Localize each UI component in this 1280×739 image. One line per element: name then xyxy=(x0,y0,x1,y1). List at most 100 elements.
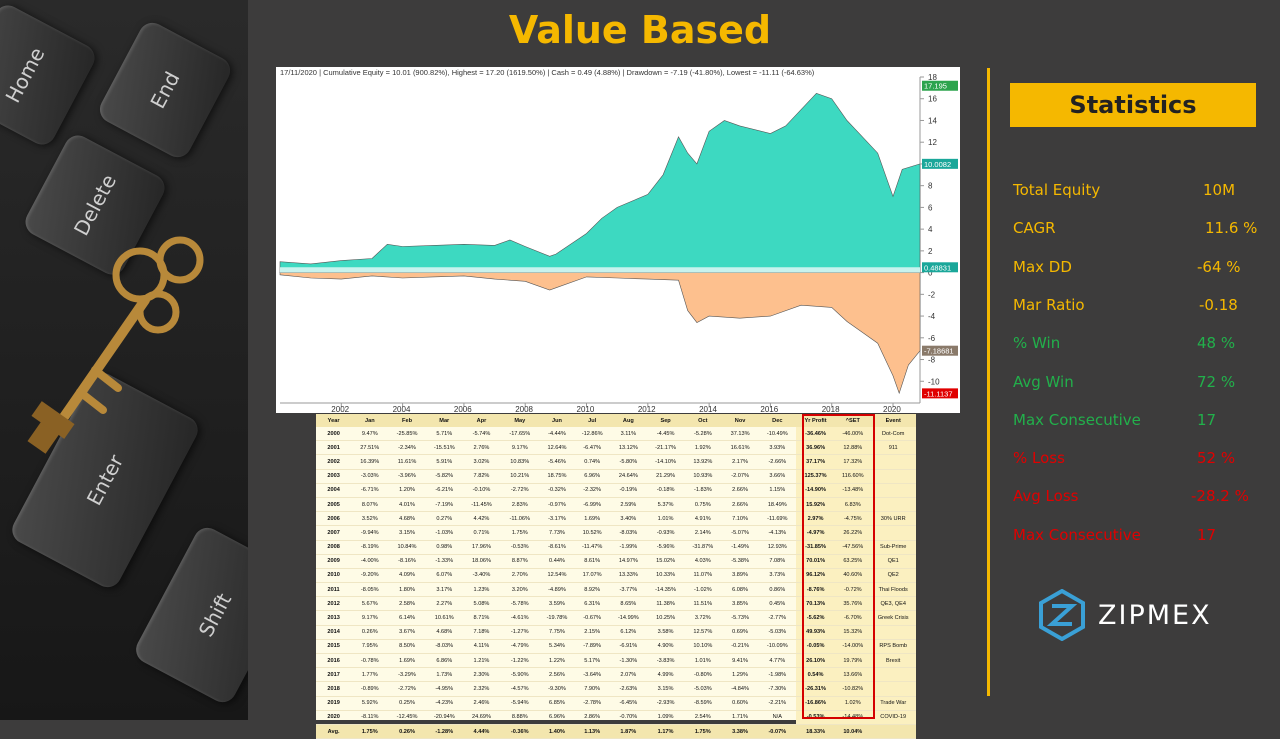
table-cell: 6.12% xyxy=(609,625,647,640)
value-badge: 10.0082 xyxy=(924,160,951,169)
statistic-value: 72 % xyxy=(1197,372,1236,391)
table-cell: -2.21% xyxy=(758,696,796,711)
table-cell: -0.36% xyxy=(500,724,540,739)
table-cell: -13.48% xyxy=(835,483,871,498)
average-row: Avg. 1.75% 0.26% -1.28% 4.44% -0.36% 1.40% 1.13… xyxy=(316,724,916,739)
table-cell: 11.38% xyxy=(646,596,685,612)
table-cell: 2018 xyxy=(316,681,352,697)
column-header: Apr xyxy=(462,414,501,427)
y-tick-label: 6 xyxy=(928,203,933,212)
table-cell: 12.88% xyxy=(835,440,871,456)
table-cell: 1.75% xyxy=(351,724,389,739)
column-header: Nov xyxy=(721,414,759,427)
table-cell: 1.29% xyxy=(721,667,759,683)
table-cell: 11.61% xyxy=(388,454,426,470)
table-cell: 5.34% xyxy=(539,639,575,655)
table-cell: 2008 xyxy=(316,540,352,555)
table-cell: -0.19% xyxy=(609,483,647,498)
table-cell: -4.45% xyxy=(646,427,685,442)
table-cell: 911 xyxy=(870,440,916,456)
table-cell: 3.52% xyxy=(351,511,389,527)
table-cell: 2.66% xyxy=(721,497,759,513)
column-header: Jun xyxy=(539,414,575,427)
y-tick-label: 0 xyxy=(928,269,933,278)
statistic-value: 11.6 % xyxy=(1205,219,1258,238)
x-tick-label: 2010 xyxy=(577,405,595,413)
table-cell: 2012 xyxy=(316,596,352,612)
table-cell: 7.90% xyxy=(574,681,610,697)
table-cell: -4.95% xyxy=(425,681,463,697)
table-cell: -1.03% xyxy=(425,525,463,541)
table-cell: -0.67% xyxy=(574,610,610,626)
table-cell: -4.97% xyxy=(795,525,836,541)
table-cell: 12.93% xyxy=(758,540,796,555)
table-cell: 13.66% xyxy=(835,667,871,683)
table-cell: 3.15% xyxy=(388,525,426,541)
table-cell: -0.93% xyxy=(646,525,685,541)
table-cell: 4.90% xyxy=(646,639,685,655)
table-cell: 10.04% xyxy=(835,724,871,739)
table-cell: 1.15% xyxy=(758,483,796,498)
table-cell: -6.99% xyxy=(574,497,610,513)
table-cell: 1.17% xyxy=(646,724,685,739)
y-tick-label: -6 xyxy=(928,334,936,343)
table-cell: 2010 xyxy=(316,568,352,584)
table-cell: 0.25% xyxy=(388,696,426,711)
table-cell: 24.64% xyxy=(609,469,647,484)
table-cell: 116.60% xyxy=(835,469,871,484)
table-cell: -20.94% xyxy=(425,710,463,725)
table-cell: -8.03% xyxy=(425,639,463,655)
table-cell: -1.22% xyxy=(500,653,540,669)
table-cell: 5.08% xyxy=(462,596,501,612)
table-cell: 0.74% xyxy=(574,454,610,470)
table-cell: 1.22% xyxy=(539,653,575,669)
table-cell: -7.19% xyxy=(425,497,463,513)
table-cell: 2.46% xyxy=(462,696,501,711)
table-cell: -8.03% xyxy=(609,525,647,541)
table-cell: -3.40% xyxy=(462,568,501,584)
table-cell: 2019 xyxy=(316,696,352,711)
table-cell: -26.31% xyxy=(795,681,836,697)
table-cell: 0.44% xyxy=(539,554,575,569)
table-cell: 3.66% xyxy=(758,469,796,484)
table-cell: 4.11% xyxy=(462,639,501,655)
table-cell: -10.09% xyxy=(758,639,796,655)
table-cell: 8.71% xyxy=(462,610,501,626)
table-cell: -4.23% xyxy=(425,696,463,711)
table-cell: 0.26% xyxy=(351,625,389,640)
x-tick-label: 2008 xyxy=(515,405,533,413)
table-cell: -9.94% xyxy=(351,525,389,541)
table-cell: 10.21% xyxy=(500,469,540,484)
table-cell: -1.27% xyxy=(500,625,540,640)
table-cell: 4.68% xyxy=(425,625,463,640)
table-cell: 1.69% xyxy=(388,653,426,669)
equity-chart-svg: 181614121086420-2-4-6-8-1020022004200620… xyxy=(279,73,958,413)
table-row: 2010 -9.20% 4.09% 6.07% -3.40% 2.70% 12.54% 17.… xyxy=(316,568,916,584)
table-cell: -12.45% xyxy=(388,710,426,725)
table-cell: -3.96% xyxy=(388,469,426,484)
table-cell: -6.47% xyxy=(574,440,610,456)
statistic-value: -64 % xyxy=(1197,257,1241,276)
table-cell: 1.87% xyxy=(609,724,647,739)
x-tick-label: 2014 xyxy=(699,405,717,413)
table-row: 2018 -0.89% -2.72% -4.95% 2.32% -4.57% -9.30% 7… xyxy=(316,681,916,697)
table-cell: -16.86% xyxy=(795,696,836,711)
table-cell: 63.25% xyxy=(835,554,871,569)
table-cell: -6.21% xyxy=(425,483,463,498)
table-cell: -0.70% xyxy=(609,710,647,725)
column-header: Sep xyxy=(646,414,685,427)
table-cell: 36.96% xyxy=(795,440,836,456)
table-cell: -3.64% xyxy=(574,667,610,683)
table-cell: -14.00% xyxy=(835,639,871,655)
table-cell: 24.69% xyxy=(462,710,501,725)
table-cell: -2.66% xyxy=(758,454,796,470)
table-cell: 11.07% xyxy=(684,568,722,584)
table-cell: -1.28% xyxy=(425,724,463,739)
table-cell: -10.82% xyxy=(835,681,871,697)
statistic-label: Max Consecutive xyxy=(1013,410,1141,429)
table-cell: 2017 xyxy=(316,667,352,683)
table-cell: 1.77% xyxy=(351,667,389,683)
table-cell: 4.99% xyxy=(646,667,685,683)
table-cell: Greek Crisis xyxy=(870,610,916,626)
table-cell: QE1 xyxy=(870,554,916,569)
